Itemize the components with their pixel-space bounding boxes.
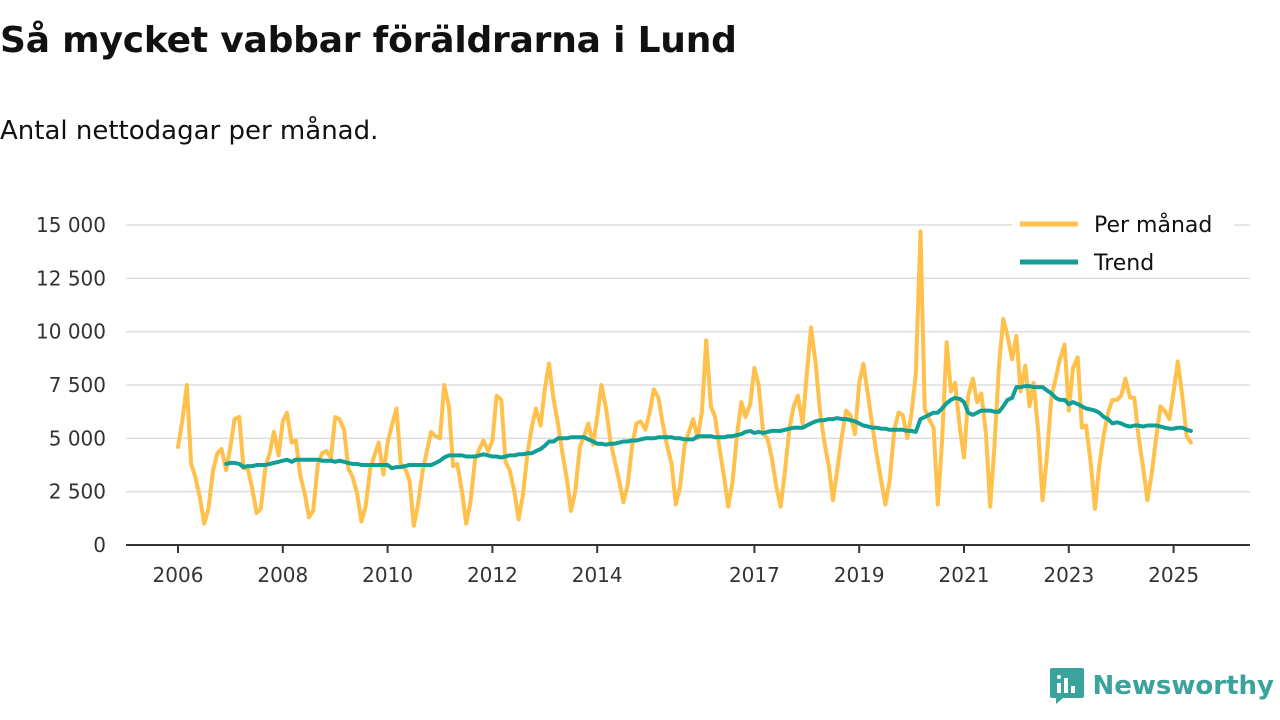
y-tick-label: 0 xyxy=(93,533,106,557)
newsworthy-logo[interactable]: Newsworthy xyxy=(1049,666,1274,706)
y-tick-label: 2 500 xyxy=(49,480,106,504)
x-tick-label: 2021 xyxy=(939,563,990,587)
x-tick-label: 2019 xyxy=(834,563,885,587)
x-tick-label: 2025 xyxy=(1148,563,1199,587)
x-axis-labels: 2006 2008 2010 2012 2014 2017 2019 2021 2023 2025 xyxy=(153,563,1200,587)
y-tick-label: 7 500 xyxy=(49,373,106,397)
newsworthy-logo-icon xyxy=(1049,668,1084,704)
x-tick-label: 2014 xyxy=(572,563,623,587)
x-tick-label: 2012 xyxy=(467,563,518,587)
legend-label-trend: Trend xyxy=(1093,251,1154,276)
y-tick-label: 15 000 xyxy=(36,213,106,237)
legend: Per månad Trend xyxy=(1012,205,1234,277)
series-lines xyxy=(176,229,1193,528)
legend-label-per-manad: Per månad xyxy=(1094,212,1212,238)
x-tick-label: 2017 xyxy=(729,563,780,587)
gridlines xyxy=(126,224,1250,493)
x-tick-label: 2023 xyxy=(1043,563,1094,587)
chart-subtitle: Antal nettodagar per månad. xyxy=(0,116,379,146)
x-axis-ticks xyxy=(177,545,1175,553)
x-tick-label: 2008 xyxy=(257,563,308,587)
y-tick-label: 12 500 xyxy=(36,266,106,290)
x-tick-label: 2006 xyxy=(153,563,204,587)
series-line-per-manad xyxy=(176,229,1193,528)
y-tick-label: 10 000 xyxy=(36,320,106,344)
newsworthy-logo-text: Newsworthy xyxy=(1092,671,1274,701)
y-axis-labels: 0 2 500 5 000 7 500 10 000 12 500 15 000 xyxy=(36,213,106,557)
y-tick-label: 5 000 xyxy=(49,426,106,450)
series-line-trend xyxy=(224,384,1193,471)
legend-background xyxy=(1012,205,1234,277)
chart-title: Så mycket vabbar föräldrarna i Lund xyxy=(0,20,737,61)
x-tick-label: 2010 xyxy=(362,563,413,587)
